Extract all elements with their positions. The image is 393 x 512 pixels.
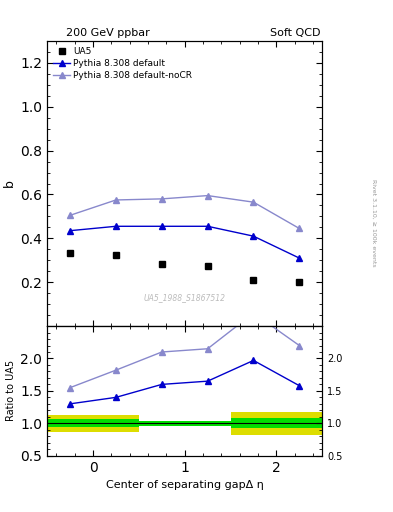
- Y-axis label: Ratio to UA5: Ratio to UA5: [6, 360, 16, 421]
- Pythia 8.308 default: [297, 255, 302, 261]
- Y-axis label: b: b: [3, 180, 16, 187]
- UA5: [205, 263, 210, 269]
- UA5: [251, 277, 256, 283]
- Text: UA5_1988_S1867512: UA5_1988_S1867512: [144, 293, 226, 302]
- Line: Pythia 8.308 default: Pythia 8.308 default: [67, 224, 302, 261]
- UA5: [114, 252, 118, 258]
- Pythia 8.308 default-noCR: [114, 197, 118, 203]
- Text: Soft QCD: Soft QCD: [270, 28, 320, 38]
- X-axis label: Center of separating gapΔ η: Center of separating gapΔ η: [106, 480, 264, 490]
- Pythia 8.308 default: [251, 233, 256, 239]
- Pythia 8.308 default: [114, 223, 118, 229]
- UA5: [160, 261, 164, 267]
- Pythia 8.308 default-noCR: [297, 225, 302, 231]
- Pythia 8.308 default-noCR: [68, 212, 72, 219]
- Line: UA5: UA5: [66, 249, 303, 286]
- Legend: UA5, Pythia 8.308 default, Pythia 8.308 default-noCR: UA5, Pythia 8.308 default, Pythia 8.308 …: [51, 46, 194, 81]
- Pythia 8.308 default: [160, 223, 164, 229]
- UA5: [297, 279, 302, 285]
- Pythia 8.308 default: [205, 223, 210, 229]
- Pythia 8.308 default: [68, 228, 72, 234]
- Line: Pythia 8.308 default-noCR: Pythia 8.308 default-noCR: [67, 193, 302, 231]
- Pythia 8.308 default-noCR: [205, 193, 210, 199]
- Pythia 8.308 default-noCR: [160, 196, 164, 202]
- Text: Rivet 3.1.10, ≥ 100k events: Rivet 3.1.10, ≥ 100k events: [371, 179, 376, 267]
- Text: 200 GeV ppbar: 200 GeV ppbar: [66, 28, 150, 38]
- Pythia 8.308 default-noCR: [251, 199, 256, 205]
- UA5: [68, 249, 72, 255]
